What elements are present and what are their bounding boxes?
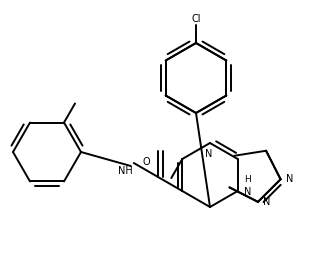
Text: N: N	[263, 197, 271, 207]
Text: N: N	[244, 187, 252, 197]
Text: O: O	[142, 157, 150, 167]
Text: H: H	[244, 175, 251, 184]
Text: NH: NH	[118, 166, 133, 176]
Text: Cl: Cl	[191, 14, 201, 24]
Text: N: N	[286, 174, 293, 184]
Text: N: N	[205, 149, 213, 159]
